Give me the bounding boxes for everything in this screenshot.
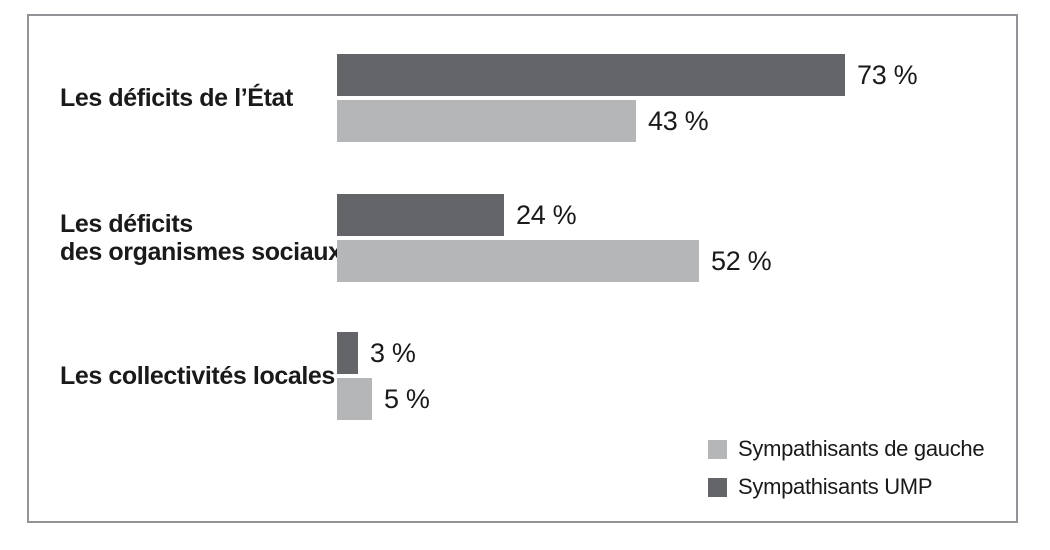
bar-group: Les déficits de l’État 73 % 43 % xyxy=(29,54,1016,142)
bar-row-ump: 3 % xyxy=(337,332,416,374)
bar-plot: Les déficits de l’État 73 % 43 % Les défici… xyxy=(29,16,1016,521)
legend-label-gauche: Sympathisants de gauche xyxy=(738,436,985,461)
category-label-line: Les déficits de l’État xyxy=(60,84,293,112)
bar-group: Les collectivités locales 3 % 5 % xyxy=(29,332,1016,420)
category-label-line: Les collectivités locales xyxy=(60,362,335,390)
value-label: 5 % xyxy=(384,383,430,414)
bar-ump xyxy=(337,54,845,96)
legend-swatch-ump-icon xyxy=(708,477,727,497)
legend-swatch-gauche-icon xyxy=(708,439,727,459)
legend-item-ump: Sympathisants UMP xyxy=(708,468,984,506)
bar-gauche xyxy=(337,240,699,282)
bar-row-ump: 73 % xyxy=(337,54,918,96)
bar-row-gauche: 43 % xyxy=(337,100,709,142)
category-label-line: des organismes sociaux xyxy=(60,238,342,266)
category-label: Les déficits de l’État xyxy=(60,54,335,142)
legend-item-gauche: Sympathisants de gauche xyxy=(708,430,985,468)
chart-legend: Sympathisants de gauche Sympathisants UM… xyxy=(708,430,985,506)
bar-row-gauche: 52 % xyxy=(337,240,772,282)
bar-gauche xyxy=(337,100,636,142)
value-label: 24 % xyxy=(516,199,577,230)
bar-ump xyxy=(337,332,358,374)
chart-frame: Les déficits de l’État 73 % 43 % Les défici… xyxy=(27,14,1018,523)
category-label-line: Les déficits xyxy=(60,210,193,238)
bar-ump xyxy=(337,194,504,236)
category-label: Les collectivités locales xyxy=(60,332,335,420)
value-label: 52 % xyxy=(711,245,772,276)
bar-gauche xyxy=(337,378,372,420)
category-label: Les déficits des organismes sociaux xyxy=(60,194,342,282)
value-label: 73 % xyxy=(857,59,918,90)
value-label: 43 % xyxy=(648,105,709,136)
bar-row-ump: 24 % xyxy=(337,194,577,236)
legend-label-ump: Sympathisants UMP xyxy=(738,474,933,499)
bar-group: Les déficits des organismes sociaux 24 % 52… xyxy=(29,194,1016,282)
value-label: 3 % xyxy=(370,337,416,368)
bar-row-gauche: 5 % xyxy=(337,378,430,420)
